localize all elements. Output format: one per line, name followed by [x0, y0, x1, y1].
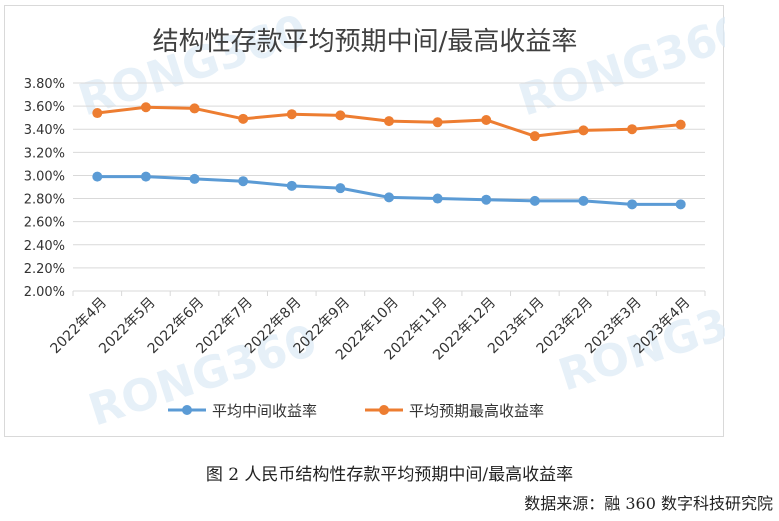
data-point	[627, 199, 638, 210]
legend-marker	[379, 405, 389, 415]
data-point	[189, 103, 200, 114]
legend: 平均中间收益率 平均预期最高收益率	[168, 402, 544, 420]
source-note: 数据来源：融 360 数字科技研究院	[524, 494, 773, 513]
data-point	[675, 119, 686, 130]
grid-lines	[72, 82, 706, 296]
data-point	[238, 113, 249, 124]
data-point	[140, 171, 151, 182]
chart-frame: RONG360 RONG360 RONG360 RONG360 结构性存款平均预期中间…	[4, 5, 725, 437]
data-point	[675, 199, 686, 210]
data-point	[529, 131, 540, 142]
data-point	[384, 116, 394, 127]
data-point	[432, 193, 443, 204]
data-point	[335, 183, 346, 194]
y-tick-label: 2.40%	[24, 239, 65, 254]
data-point	[384, 192, 394, 203]
series-2	[92, 102, 686, 142]
data-point	[578, 195, 589, 206]
data-point	[481, 194, 492, 205]
legend-marker	[182, 405, 192, 415]
y-tick-label: 2.20%	[24, 262, 65, 277]
legend-item: 平均中间收益率	[168, 402, 317, 420]
data-point	[286, 109, 297, 120]
legend-label: 平均中间收益率	[212, 402, 317, 420]
y-tick-label: 3.80%	[24, 77, 65, 92]
chart-title: 结构性存款平均预期中间/最高收益率	[153, 27, 578, 57]
data-point	[529, 195, 540, 206]
y-tick-label: 2.80%	[24, 193, 65, 208]
y-tick-label: 3.00%	[24, 169, 65, 184]
y-tick-label: 3.40%	[24, 123, 65, 138]
y-tick-label: 2.60%	[24, 216, 65, 231]
data-point	[627, 124, 638, 135]
data-point	[238, 176, 249, 187]
data-point	[578, 125, 589, 136]
x-axis-ticks: 2022年4月2022年5月2022年6月2022年7月2022年8月2022年…	[48, 295, 694, 364]
data-point	[335, 110, 346, 121]
data-point	[481, 114, 492, 125]
figure-caption: 图 2 人民币结构性存款平均预期中间/最高收益率	[205, 465, 574, 485]
series-1	[92, 171, 686, 210]
legend-label: 平均预期最高收益率	[409, 402, 544, 420]
data-point	[286, 180, 297, 191]
data-point	[189, 173, 200, 184]
series-layer	[92, 102, 686, 210]
y-tick-label: 3.60%	[24, 100, 65, 115]
data-point	[140, 102, 151, 113]
legend-item: 平均预期最高收益率	[365, 402, 544, 420]
data-point	[92, 108, 103, 119]
data-point	[432, 117, 443, 128]
y-tick-label: 2.00%	[24, 285, 65, 300]
data-point	[92, 171, 103, 182]
y-axis-ticks: 2.00% 2.20% 2.40% 2.60% 2.80% 3.00% 3.20% 3.40%…	[24, 77, 65, 300]
y-tick-label: 3.20%	[24, 146, 65, 161]
watermark-text: RONG360	[513, 6, 725, 126]
